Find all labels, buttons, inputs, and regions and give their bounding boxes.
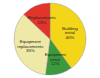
pie-slice — [24, 3, 50, 39]
value-label: 12% — [51, 61, 60, 66]
value-label: 40% — [65, 35, 74, 40]
slices — [14, 3, 86, 75]
slice-label: Buildinginitial40% — [62, 26, 78, 40]
slice-label: Replacements13% — [28, 15, 57, 25]
pie-slice — [14, 14, 50, 74]
pie-slice — [50, 3, 86, 68]
labels: Buildinginitial40% Equipmentinitial12%Equ… — [17, 15, 78, 66]
slice-label: Equipmentreplacements35% — [17, 39, 44, 53]
chart: Buildinginitial40% Equipmentinitial12%Equ… — [0, 0, 100, 78]
value-label: 35% — [26, 48, 35, 53]
slice-label: Equipmentinitial12% — [45, 52, 67, 66]
value-label: 13% — [37, 20, 46, 25]
